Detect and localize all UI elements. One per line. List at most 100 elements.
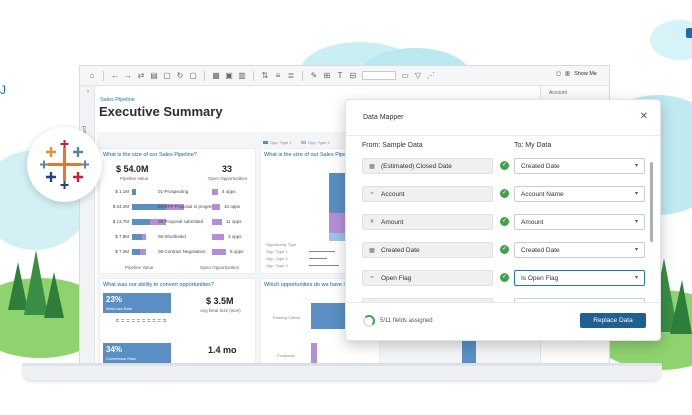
stage-label: 06-Shortlisted — [158, 234, 186, 239]
laptop-hinge — [22, 363, 662, 368]
sort-asc-icon[interactable]: ≡ — [275, 71, 281, 80]
chevron-down-icon: ▾ — [634, 219, 638, 225]
group-icon[interactable]: ⊞ — [323, 71, 331, 80]
stage-count-bar[interactable] — [212, 204, 220, 210]
highlight-icon[interactable]: ✎ — [310, 71, 318, 80]
show-me-button[interactable]: ◻ ▥ Show Me — [556, 71, 597, 77]
new-sheet-icon[interactable]: ▦ — [212, 71, 220, 80]
stage-bar[interactable] — [150, 219, 166, 225]
stage-count: 11 opps — [226, 219, 242, 224]
type-label: Opp. Type 2 — [266, 256, 288, 261]
range-line — [309, 258, 327, 259]
replace-data-label: Replace Data — [593, 317, 633, 324]
panel-question: What was our ability to convert opportun… — [103, 282, 214, 288]
target-field-select[interactable]: Account Name ▾ — [514, 186, 645, 202]
undo-icon[interactable]: ← — [111, 71, 119, 80]
toolbar-separator — [103, 70, 104, 81]
sort-desc-icon[interactable]: ≣ — [287, 71, 295, 80]
stage-count-bar[interactable] — [212, 249, 226, 255]
pipeline-value-label: Pipeline Value — [120, 176, 149, 181]
show-me-label: Show Me — [574, 71, 597, 77]
labels-icon[interactable]: T — [337, 71, 343, 80]
stage-count: 10 opps — [224, 204, 241, 209]
cloud — [650, 20, 692, 60]
target-field-select[interactable]: Created Date ▾ — [514, 158, 645, 174]
legend-swatch — [263, 141, 268, 144]
stage-label: 05-Proposal submitted — [158, 219, 204, 224]
calendar-icon: ▦ — [369, 163, 375, 170]
range-line — [309, 265, 339, 266]
stage-count-bar[interactable] — [212, 219, 222, 225]
calendar-icon: ▦ — [369, 247, 375, 254]
close-icon[interactable]: ✕ — [639, 111, 648, 122]
opportunity-bar[interactable] — [311, 303, 351, 329]
panel-question: What is the size of our Sales Pipeline? — [103, 152, 197, 158]
stage-bar[interactable] — [142, 234, 146, 240]
target-field-select[interactable]: Is Open Flag ▾ — [514, 270, 645, 286]
win-rate-tile[interactable]: 23% — [103, 293, 171, 313]
stage-label: 08-Contract Negotiation — [158, 249, 206, 254]
pause-icon[interactable]: ▢ — [189, 71, 197, 80]
chevron-down-icon: ▾ — [634, 191, 638, 197]
stage-bar[interactable] — [140, 249, 146, 255]
new-datasource-icon[interactable]: ▢ — [163, 71, 171, 80]
fix-axes-icon[interactable]: ⊟ — [349, 71, 357, 80]
stacked-bar[interactable] — [329, 233, 351, 241]
save-icon[interactable]: ▤ — [150, 71, 158, 80]
presentation-icon[interactable]: ▭ — [401, 71, 409, 80]
source-field-label: Amount — [381, 218, 404, 226]
stage-bar[interactable] — [132, 219, 150, 225]
deal-size-label: Avg Deal Size (won) — [200, 308, 241, 313]
panel-question: Which opportunities do we have in upcomi… — [264, 282, 374, 288]
open-opps-value: 33 — [222, 164, 233, 174]
fit-dropdown[interactable] — [362, 71, 396, 80]
swap-icon[interactable]: ⇄ — [137, 71, 145, 80]
dialog-header: Data Mapper ✕ — [346, 100, 660, 136]
scrollbar[interactable] — [650, 162, 653, 242]
opportunity-bar[interactable] — [311, 343, 317, 363]
string-icon: ≈ — [370, 191, 374, 197]
stage-count-bar[interactable] — [212, 234, 224, 240]
show-me-icon: ▥ — [564, 71, 571, 77]
stage-value: $ 7.2M — [115, 249, 129, 254]
tableau-home-icon[interactable]: ⌂ — [89, 71, 95, 80]
sparkline — [116, 319, 166, 322]
panel-question: What is the size of our Sales Pipeline? — [264, 152, 358, 158]
number-icon: # — [370, 219, 374, 225]
breadcrumb[interactable]: Sales Pipeline — [100, 97, 135, 103]
stage-bar[interactable] — [132, 189, 136, 195]
to-column-header: To: My Data — [514, 142, 552, 149]
filter-icon[interactable]: ▽ — [414, 71, 422, 80]
stage-bar[interactable] — [132, 249, 140, 255]
conversion-rate-tile[interactable]: 34% — [103, 343, 171, 363]
target-field-value: Created Date — [521, 162, 560, 170]
duplicate-sheet-icon[interactable]: ▣ — [225, 71, 233, 80]
target-field-select[interactable]: Created Date ▾ — [514, 242, 645, 258]
collapse-icon[interactable]: › — [87, 89, 89, 95]
from-column-header: From: Sample Data — [362, 142, 423, 149]
type-label: Opp. Type 1 — [266, 249, 288, 254]
replace-data-button[interactable]: Replace Data — [580, 313, 646, 328]
stage-label: 01-Prospecting — [158, 189, 189, 194]
share-icon[interactable]: ⋰ — [427, 71, 435, 80]
stage-bar[interactable] — [132, 204, 166, 210]
swap-rows-icon[interactable]: ⇅ — [261, 71, 269, 80]
target-field-value: Is Open Flag — [521, 274, 559, 282]
toolbar-separator — [302, 70, 303, 81]
fields-assigned-text: 5/11 fields assigned — [380, 318, 433, 324]
chevron-down-icon: ▾ — [634, 163, 638, 169]
source-field: ≈ Account — [362, 186, 493, 202]
refresh-icon[interactable]: ↻ — [176, 71, 184, 80]
stage-count: 4 opps — [222, 189, 236, 194]
string-icon: ≈ — [370, 275, 374, 281]
target-field-value: Amount — [521, 218, 544, 226]
target-field-value: Account Name — [521, 190, 564, 198]
redo-icon[interactable]: → — [124, 71, 132, 80]
stage-label: 04-RFP Proposal in progress — [158, 204, 216, 209]
sales-cycle-value: 1.4 mo — [208, 345, 237, 355]
stage-bar[interactable] — [132, 234, 142, 240]
stage-count-bar[interactable] — [212, 189, 218, 195]
clear-sheet-icon[interactable]: ▥ — [238, 71, 246, 80]
target-field-select[interactable]: Amount ▾ — [514, 214, 645, 230]
stage-bar[interactable] — [166, 204, 184, 210]
